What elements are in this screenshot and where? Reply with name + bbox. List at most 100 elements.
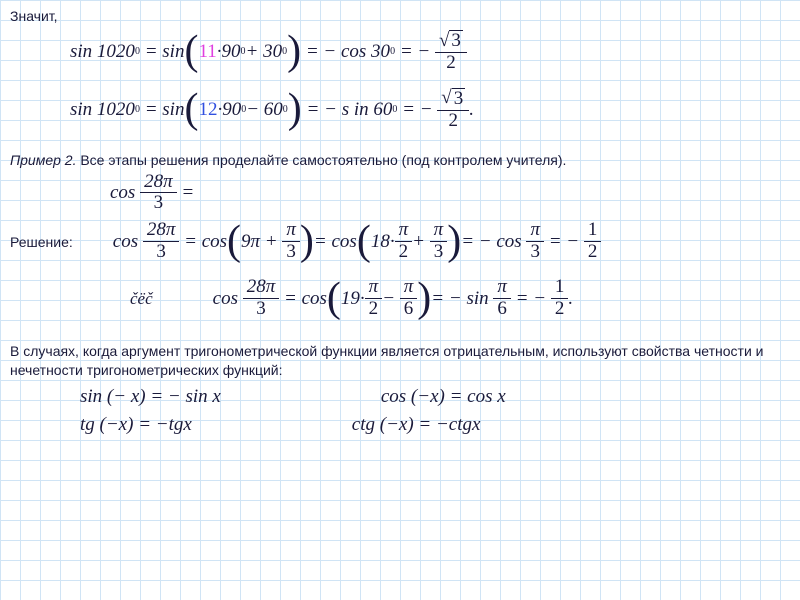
- eq5-3: 3: [252, 299, 270, 320]
- eq5-fn: cos: [213, 288, 238, 310]
- eq5-6: 6: [400, 299, 418, 320]
- eq4-28: 28π: [143, 220, 180, 242]
- primer2-body: Все этапы решения проделайте самостоятел…: [76, 152, 566, 168]
- eq2-sin: s in 60: [342, 99, 393, 121]
- eq4-3c: 3: [430, 242, 448, 263]
- eq2-m1: ·90: [217, 99, 241, 121]
- eq1-lhs: sin 1020: [70, 41, 135, 63]
- eq1-frac: √3 2: [435, 30, 467, 74]
- parity-tg: tg (−x) = −tgx: [80, 414, 192, 436]
- eq4-hd: 2: [584, 242, 602, 263]
- eq3-num: 28π: [140, 172, 177, 194]
- eq4-eq1: =: [179, 231, 201, 253]
- eq5-rfn: sin: [466, 288, 488, 310]
- eq5-rd: 6: [493, 299, 511, 320]
- eq5-rn: π: [493, 277, 511, 299]
- eq5-pi2: π: [365, 277, 383, 299]
- eq2-den: 2: [445, 111, 463, 132]
- eq1-eq: =: [140, 41, 162, 63]
- eq1-root: 3: [449, 30, 463, 52]
- eq4-eq3: = −: [461, 231, 496, 253]
- sluchai-text: В случаях, когда аргумент тригонометриче…: [10, 342, 790, 380]
- eq4-eq4: = −: [544, 231, 584, 253]
- equation-4: cos 28π3 = cos ( 9π + π3 ) = cos ( 18· π…: [113, 220, 602, 263]
- lparen-icon: (: [357, 225, 371, 259]
- eq2-fn: sin: [162, 99, 184, 121]
- equation-1: sin 10200 = sin ( 11 ·900 + 300 ) = − co…: [70, 30, 790, 74]
- eq4-pi2: π: [395, 220, 413, 242]
- rparen-icon: ): [288, 93, 302, 127]
- parity-ctg: ctg (−x) = −ctgx: [352, 414, 481, 436]
- eq1-den: 2: [442, 53, 460, 74]
- eq5-28: 28π: [243, 277, 280, 299]
- eq5-eq2: = −: [431, 288, 466, 310]
- eq5-minus: −: [382, 288, 395, 310]
- eq5-eq3: = −: [511, 288, 551, 310]
- eq3-frac: 28π 3: [140, 172, 177, 215]
- eq2-eq: =: [140, 99, 162, 121]
- eq5-19: 19·: [341, 288, 365, 310]
- eq2-frac: √3 2: [437, 88, 469, 132]
- parity-sin: sin (− x) = − sin x: [80, 386, 221, 408]
- eq4-eq2: =: [314, 231, 332, 253]
- eq2-lhs: sin 1020: [70, 99, 135, 121]
- eq4-rd: 3: [526, 242, 544, 263]
- eq4-3b: 3: [282, 242, 300, 263]
- lparen-icon: (: [184, 93, 198, 127]
- eq5-2: 2: [365, 299, 383, 320]
- eq4-plus: +: [412, 231, 425, 253]
- eq1-cos: cos 30: [341, 41, 390, 63]
- lparen-icon: (: [327, 282, 341, 316]
- eq4-pi3: π: [430, 220, 448, 242]
- eq2-dot: .: [469, 99, 474, 121]
- eq5-hn: 1: [551, 277, 569, 299]
- eq3-fn: cos: [110, 182, 135, 204]
- eq5-hd: 2: [551, 299, 569, 320]
- eq5-eq1: =: [279, 288, 301, 310]
- equation-2: sin 10200 = sin ( 12 ·900 − 600 ) = − s …: [70, 88, 790, 132]
- eq2-m2: − 60: [246, 99, 283, 121]
- eq1-n11: 11: [198, 41, 216, 63]
- equation-5: cos 28π3 = cos ( 19· π2 − π6 ) = − sin π…: [213, 277, 573, 320]
- parity-row-2: tg (−x) = −tgx ctg (−x) = −ctgx: [80, 414, 790, 436]
- znachit-label: Значит,: [10, 8, 790, 24]
- eq5-fn2: cos: [302, 288, 327, 310]
- eq2-n12: 12: [198, 99, 217, 121]
- eq1-m1: ·90: [217, 41, 241, 63]
- eq1-eq2: = −: [301, 41, 341, 63]
- parity-row-1: sin (− x) = − sin x cos (−x) = cos x: [80, 386, 790, 408]
- eq4-rn: π: [526, 220, 544, 242]
- eq4-pi: π: [282, 220, 300, 242]
- rparen-icon: ): [287, 35, 301, 69]
- rparen-icon: ): [300, 225, 314, 259]
- reshenie-label: Решение:: [10, 234, 73, 250]
- eq3-den: 3: [150, 193, 168, 214]
- primer2-label: Пример 2.: [10, 152, 76, 168]
- eq4-fn3: cos: [331, 231, 356, 253]
- eq3-eq: =: [177, 182, 195, 204]
- eq1-m2: + 30: [246, 41, 283, 63]
- eq4-hn: 1: [584, 220, 602, 242]
- rparen-icon: ): [417, 282, 431, 316]
- eq1-eq3: = −: [395, 41, 435, 63]
- eq2-root: 3: [452, 88, 466, 110]
- rparen-icon: ): [447, 225, 461, 259]
- equation-3: cos 28π 3 =: [110, 172, 790, 215]
- parity-cos: cos (−x) = cos x: [381, 386, 506, 408]
- eq4-2: 2: [395, 242, 413, 263]
- primer2-block: Пример 2. Все этапы решения проделайте с…: [10, 152, 790, 168]
- lparen-icon: (: [227, 225, 241, 259]
- eq4-fn: cos: [113, 231, 138, 253]
- eq5-dot: .: [568, 288, 573, 310]
- eq4-fn2: cos: [202, 231, 227, 253]
- eq4-9pi: 9π +: [241, 231, 278, 253]
- eq1-fn: sin: [162, 41, 184, 63]
- lparen-icon: (: [184, 35, 198, 69]
- eq5-pi6: π: [400, 277, 418, 299]
- cici-label: čëč: [130, 289, 153, 309]
- eq4-3: 3: [152, 242, 170, 263]
- eq2-eq3: = −: [397, 99, 437, 121]
- eq2-eq2: = −: [302, 99, 342, 121]
- eq4-rfn: cos: [496, 231, 521, 253]
- eq4-18: 18·: [371, 231, 395, 253]
